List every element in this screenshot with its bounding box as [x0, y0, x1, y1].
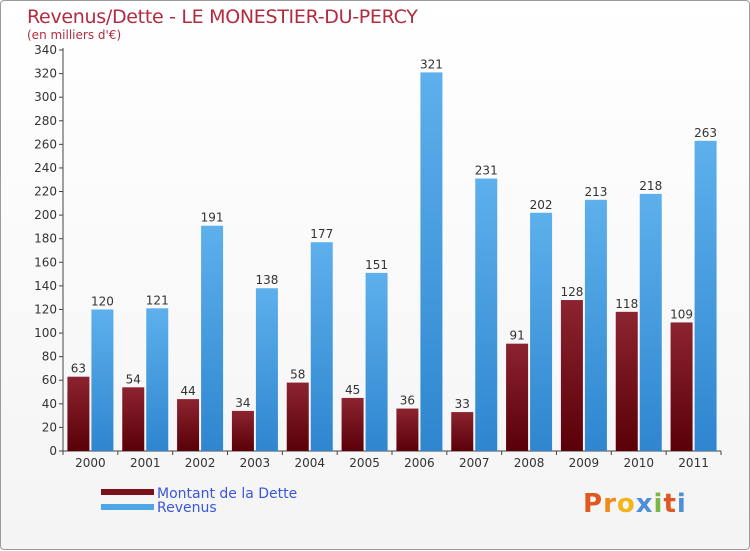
x-tick-label: 2009 [569, 456, 600, 470]
x-tick-label: 2007 [459, 456, 490, 470]
data-label-debt: 44 [180, 384, 195, 398]
bar-debt [670, 322, 693, 451]
x-tick-label: 2003 [240, 456, 271, 470]
y-tick-label: 140 [34, 279, 57, 293]
data-label-revenue: 120 [91, 294, 114, 308]
data-label-revenue: 151 [365, 258, 388, 272]
y-tick-label: 260 [34, 137, 57, 151]
y-tick-label: 0 [49, 444, 57, 458]
y-tick-label: 220 [34, 185, 57, 199]
y-tick-label: 280 [34, 114, 57, 128]
bar-revenue [475, 178, 498, 451]
bar-debt [122, 387, 145, 451]
chart-axes: 0 20 40 60 80 100 120 140 160 180 200 220 240 260 280 3… [34, 43, 722, 470]
y-tick-label: 240 [34, 161, 57, 175]
y-tick-label: 200 [34, 208, 57, 222]
bar-revenue [365, 272, 388, 451]
data-label-debt: 54 [126, 372, 141, 386]
logo-letter: o [616, 489, 636, 519]
x-tick-label: 2004 [294, 456, 325, 470]
x-tick-label: 2005 [349, 456, 380, 470]
bar-debt [286, 382, 309, 451]
data-label-debt: 118 [615, 297, 638, 311]
data-label-revenue: 218 [639, 179, 662, 193]
data-label-revenue: 231 [475, 164, 498, 178]
data-label-debt: 58 [290, 368, 305, 382]
bar-revenue [201, 225, 224, 451]
y-tick-label: 40 [42, 397, 57, 411]
data-label-revenue: 138 [255, 273, 278, 287]
y-tick-label: 340 [34, 43, 57, 57]
bar-debt [177, 399, 200, 451]
y-tick-label: 60 [42, 373, 57, 387]
data-label-revenue: 202 [530, 198, 553, 212]
y-tick-label: 320 [34, 67, 57, 81]
bar-debt [560, 300, 583, 451]
data-label-revenue: 177 [310, 227, 333, 241]
bar-revenue [255, 288, 278, 451]
bar-revenue [530, 212, 553, 451]
data-label-revenue: 263 [694, 126, 717, 140]
y-tick-label: 20 [42, 420, 57, 434]
logo-letter: t [663, 489, 677, 519]
x-tick-label: 2001 [130, 456, 161, 470]
bar-debt [341, 397, 364, 451]
y-tick-label: 160 [34, 255, 57, 269]
y-tick-label: 120 [34, 302, 57, 316]
bar-revenue [310, 242, 333, 451]
data-label-revenue: 121 [146, 293, 169, 307]
logo-letter: P [583, 489, 604, 519]
data-label-debt: 33 [455, 397, 470, 411]
x-tick-label: 2010 [623, 456, 654, 470]
bar-debt [506, 343, 529, 451]
data-label-debt: 45 [345, 383, 360, 397]
bar-revenue [91, 309, 114, 451]
legend-swatch-debt [101, 489, 154, 495]
x-tick-label: 2011 [678, 456, 709, 470]
chart-title: Revenus/Dette - LE MONESTIER-DU-PERCY [27, 6, 418, 28]
bar-revenue [146, 308, 169, 451]
x-tick-label: 2002 [185, 456, 216, 470]
bar-revenue [639, 193, 662, 451]
logo-letter: i [653, 489, 664, 519]
legend-label-revenue: Revenus [157, 500, 217, 516]
data-label-debt: 91 [509, 329, 524, 343]
bar-revenue [584, 199, 607, 451]
bar-debt [451, 412, 474, 451]
data-label-debt: 128 [560, 285, 583, 299]
legend-label-debt: Montant de la Dette [157, 486, 298, 502]
bar-debt [231, 410, 254, 451]
data-label-revenue: 213 [584, 185, 607, 199]
y-tick-label: 80 [42, 350, 57, 364]
data-label-debt: 63 [71, 362, 86, 376]
chart-data-labels: 63 120 54 121 44 191 34 138 58 177 45 151 36 321 33 231… [71, 57, 717, 411]
proxiti-logo: Proxiti [583, 489, 687, 519]
logo-letter: r [603, 489, 617, 519]
x-tick-label: 2006 [404, 456, 435, 470]
data-label-debt: 36 [400, 394, 415, 408]
bar-debt [615, 311, 638, 451]
x-tick-label: 2000 [75, 456, 106, 470]
x-tick-label: 2008 [514, 456, 545, 470]
data-label-revenue: 191 [201, 211, 224, 225]
chart-bars [67, 72, 717, 452]
y-tick-label: 300 [34, 90, 57, 104]
bar-debt [396, 408, 419, 451]
data-label-debt: 109 [670, 307, 693, 321]
logo-letter: i [676, 489, 687, 519]
chart-subtitle: (en milliers d'€) [27, 28, 122, 42]
bar-revenue [420, 72, 443, 452]
data-label-debt: 34 [235, 396, 250, 410]
bar-debt [67, 376, 90, 451]
y-tick-label: 180 [34, 232, 57, 246]
legend-swatch-revenue [101, 504, 154, 510]
y-tick-label: 100 [34, 326, 57, 340]
logo-letter: x [635, 489, 654, 519]
bar-revenue [694, 140, 717, 452]
data-label-revenue: 321 [420, 57, 443, 71]
